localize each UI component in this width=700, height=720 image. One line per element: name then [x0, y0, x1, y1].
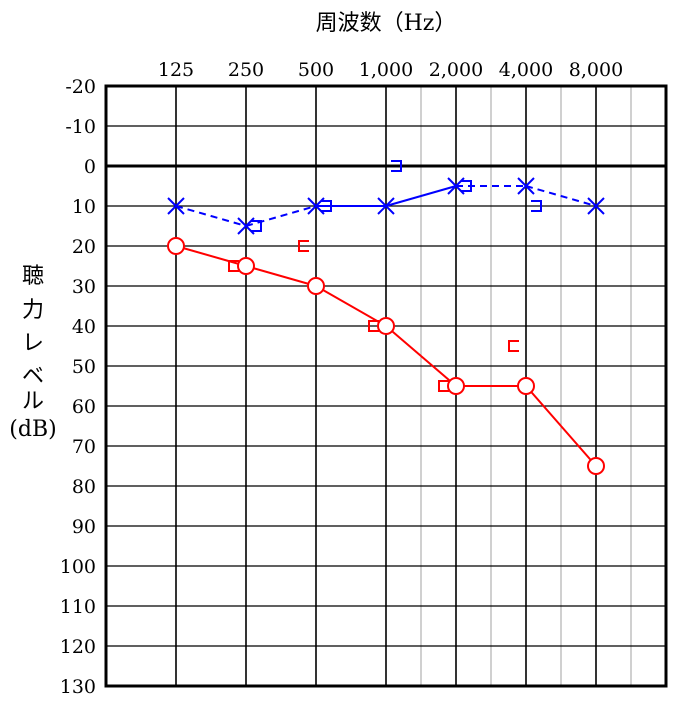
series-line-segment — [525, 385, 597, 467]
y-tick-label: 30 — [72, 276, 96, 298]
data-point-bracket-left — [298, 240, 309, 252]
series-line-segment — [385, 185, 457, 207]
x-tick-label: 500 — [298, 59, 334, 81]
x-tick-label: 125 — [158, 59, 194, 81]
data-point-circle — [237, 257, 255, 275]
data-point-bracket-left — [228, 260, 239, 272]
y-axis-label-char: ベ — [22, 364, 44, 389]
series-0 — [167, 237, 605, 475]
data-point-bracket-right — [321, 200, 332, 212]
data-point-x — [587, 197, 605, 215]
y-tick-label: 90 — [72, 516, 96, 538]
plot-frame — [104, 84, 668, 688]
x-tick-labels: 125 250 500 1,000 2,000 4,000 8,000 — [158, 59, 623, 81]
data-point-circle — [587, 457, 605, 475]
y-tick-label: 70 — [72, 436, 96, 458]
y-tick-label: 60 — [72, 396, 96, 418]
x-tick-label: 250 — [228, 59, 264, 81]
x-tick-label: 4,000 — [499, 59, 553, 81]
data-point-bracket-left — [368, 320, 379, 332]
data-point-circle — [447, 377, 465, 395]
data-point-x — [517, 177, 535, 195]
x-tick-label: 8,000 — [569, 59, 623, 81]
x-tick-label: 1,000 — [359, 59, 413, 81]
data-point-x — [167, 197, 185, 215]
y-axis-label-char: 力 — [22, 298, 44, 323]
y-tick-labels: -20 -10 0 10 20 30 40 50 60 70 80 90 100 110 120 130 — [60, 76, 96, 698]
series-1 — [228, 240, 519, 392]
y-tick-label: 80 — [72, 476, 96, 498]
y-tick-label: 110 — [60, 596, 96, 618]
series-line-segment — [385, 325, 457, 387]
data-point-circle — [167, 237, 185, 255]
y-tick-label: 10 — [72, 196, 96, 218]
y-axis-label-char: ル — [22, 389, 44, 414]
y-tick-label: 130 — [60, 676, 96, 698]
series-layer — [167, 160, 605, 475]
y-tick-label: 0 — [84, 156, 96, 178]
data-point-bracket-right — [391, 160, 402, 172]
y-tick-label: 20 — [72, 236, 96, 258]
data-point-circle — [377, 317, 395, 335]
y-tick-label: 120 — [60, 636, 96, 658]
series-line-segment — [175, 245, 247, 267]
series-line-segment — [525, 185, 597, 207]
y-tick-label: -10 — [65, 116, 96, 138]
data-point-bracket-left — [508, 340, 519, 352]
y-tick-label: 50 — [72, 356, 96, 378]
y-axis-label-char: レ — [22, 331, 44, 356]
data-point-bracket-right — [251, 220, 262, 232]
series-line-segment — [245, 205, 317, 227]
data-point-circle — [517, 377, 535, 395]
data-point-x — [377, 197, 395, 215]
chart-title: 周波数（Hz） — [316, 11, 457, 36]
y-tick-label: 40 — [72, 316, 96, 338]
data-point-bracket-right — [531, 200, 542, 212]
y-axis-label-char: 聴 — [22, 264, 44, 289]
x-tick-label: 2,000 — [429, 59, 483, 81]
series-line-segment — [315, 285, 387, 327]
data-point-bracket-right — [461, 180, 472, 192]
y-tick-label: 100 — [60, 556, 96, 578]
series-line-segment — [245, 265, 317, 287]
data-point-circle — [307, 277, 325, 295]
series-3 — [251, 160, 542, 232]
grid — [104, 84, 668, 688]
y-tick-label: -20 — [65, 76, 96, 98]
series-line-segment — [175, 205, 247, 227]
y-axis-label-char: (dB) — [9, 417, 56, 442]
data-point-bracket-left — [438, 380, 449, 392]
